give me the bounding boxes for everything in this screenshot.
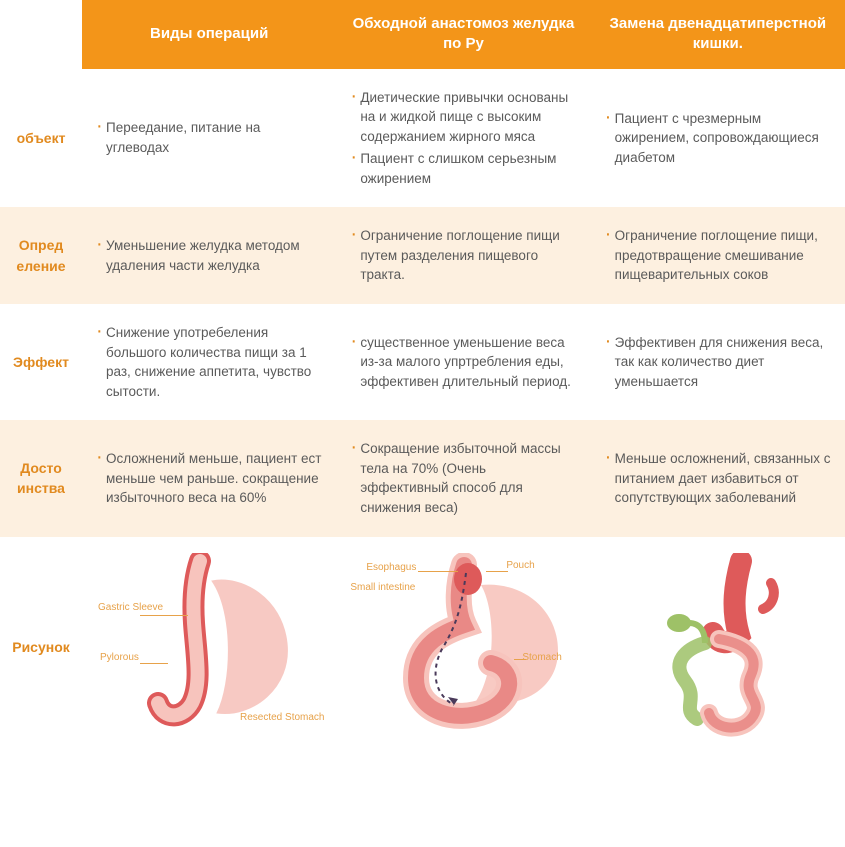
list-item: Эффективен для снижения веса, так как ко…	[605, 333, 831, 392]
diagram-sleeve: Gastric Sleeve Pylorous Resected Stomach	[82, 537, 336, 759]
diagram-switch	[591, 537, 845, 759]
header-row: Виды операций Обходной анастомоз желудка…	[0, 0, 845, 69]
cell: Сокращение избыточной массы тела на 70% …	[336, 420, 590, 536]
row-label: объект	[0, 69, 82, 208]
header-col1: Виды операций	[82, 0, 336, 69]
row-label: Досто инства	[0, 420, 82, 536]
row-label: Опред еление	[0, 207, 82, 304]
cell: Эффективен для снижения веса, так как ко…	[591, 304, 845, 420]
row-label: Эффект	[0, 304, 82, 420]
label-stomach: Stomach	[522, 651, 561, 666]
label-gastric-sleeve: Gastric Sleeve	[98, 601, 163, 616]
cell: Ограничение поглощение пищи, предотвраще…	[591, 207, 845, 304]
label-esophagus: Esophagus	[366, 561, 416, 576]
table-row: Опред еление Уменьшение желудка методом у…	[0, 207, 845, 304]
list-item: Пациент с слишком серьезным ожирением	[350, 149, 576, 188]
cell: Ограничение поглощение пищи путем раздел…	[336, 207, 590, 304]
list-item: Ограничение поглощение пищи путем раздел…	[350, 226, 576, 285]
list-item: Снижение употребеления большого количест…	[96, 323, 322, 401]
label-pouch: Pouch	[506, 559, 534, 574]
row-label: Рисунок	[0, 537, 82, 759]
label-resected: Resected Stomach	[240, 711, 325, 726]
list-item: Сокращение избыточной массы тела на 70% …	[350, 439, 576, 517]
list-item: Меньше осложнений, связанных с питанием …	[605, 449, 831, 508]
diagram-row: Рисунок Gastric Sleeve Pylorous Resected St…	[0, 537, 845, 759]
header-col2: Обходной анастомоз желудка по Ру	[336, 0, 590, 69]
list-item: Уменьшение желудка методом удаления част…	[96, 236, 322, 275]
cell: Осложнений меньше, пациент ест меньше че…	[82, 420, 336, 536]
cell: Переедание, питание на углеводах	[82, 69, 336, 208]
label-pylorous: Pylorous	[100, 651, 139, 666]
table-row: ЭффектСнижение употребеления большого ко…	[0, 304, 845, 420]
cell: Меньше осложнений, связанных с питанием …	[591, 420, 845, 536]
list-item: Диетические привычки основаны на и жидко…	[350, 88, 576, 147]
list-item: Пациент с чрезмерным ожирением, сопровож…	[605, 109, 831, 168]
cell: Уменьшение желудка методом удаления част…	[82, 207, 336, 304]
table-row: объект Переедание, питание на углеводах Ди…	[0, 69, 845, 208]
list-item: Ограничение поглощение пищи, предотвраще…	[605, 226, 831, 285]
cell: Снижение употребеления большого количест…	[82, 304, 336, 420]
header-blank	[0, 0, 82, 69]
label-small-intestine: Small intestine	[350, 581, 415, 596]
cell: существенное уменьшение веса из-за малог…	[336, 304, 590, 420]
table-row: Досто инстваОсложнений меньше, пациент е…	[0, 420, 845, 536]
list-item: существенное уменьшение веса из-за малог…	[350, 333, 576, 392]
diagram-roux: Esophagus Pouch Small intestine Stomach	[336, 537, 590, 759]
cell: Пациент с чрезмерным ожирением, сопровож…	[591, 69, 845, 208]
list-item: Переедание, питание на углеводах	[96, 118, 322, 157]
comparison-table: Виды операций Обходной анастомоз желудка…	[0, 0, 845, 759]
switch-svg	[601, 553, 845, 743]
list-item: Осложнений меньше, пациент ест меньше че…	[96, 449, 322, 508]
header-col3: Замена двенадцатиперстной кишки.	[591, 0, 845, 69]
cell: Диетические привычки основаны на и жидко…	[336, 69, 590, 208]
